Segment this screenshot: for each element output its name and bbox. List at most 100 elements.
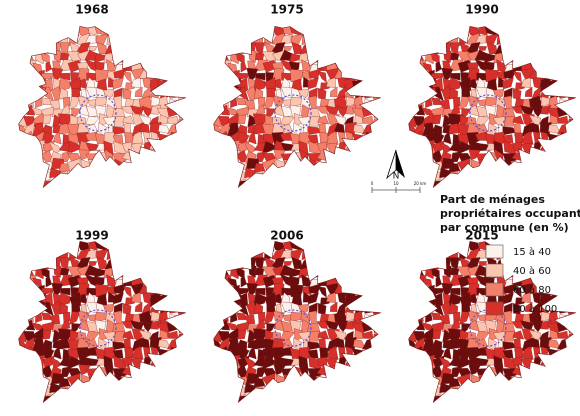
territory-outline — [408, 240, 576, 404]
commune — [307, 26, 320, 30]
commune — [226, 394, 236, 403]
commune — [373, 341, 381, 351]
commune — [45, 276, 52, 288]
commune — [51, 241, 64, 253]
commune — [158, 160, 172, 172]
commune — [26, 400, 33, 403]
commune — [140, 267, 154, 280]
commune — [248, 131, 257, 145]
commune — [121, 26, 132, 37]
commune — [168, 14, 180, 25]
commune — [337, 149, 345, 164]
commune — [502, 349, 514, 359]
commune — [335, 267, 349, 280]
commune — [325, 366, 339, 379]
commune — [226, 170, 241, 180]
commune — [307, 258, 322, 270]
map-panel — [200, 26, 381, 188]
commune — [352, 241, 367, 253]
commune — [355, 382, 366, 397]
commune — [326, 168, 337, 182]
map-panel — [4, 231, 186, 403]
commune — [362, 358, 376, 371]
commune — [213, 179, 214, 188]
commune — [35, 95, 43, 108]
commune — [311, 265, 321, 278]
commune — [70, 383, 82, 395]
commune — [213, 365, 221, 376]
commune — [18, 140, 20, 155]
commune — [511, 321, 523, 329]
commune — [24, 26, 35, 30]
commune — [159, 33, 172, 45]
commune — [121, 266, 135, 278]
commune — [303, 405, 313, 414]
commune — [112, 43, 127, 55]
commune — [18, 179, 19, 188]
commune — [310, 28, 321, 39]
commune — [511, 399, 524, 403]
commune — [372, 96, 381, 106]
commune — [292, 382, 301, 395]
commune — [213, 348, 222, 361]
commune — [343, 260, 358, 268]
commune — [468, 364, 481, 375]
commune — [373, 350, 381, 361]
commune — [336, 86, 347, 99]
commune — [219, 241, 230, 245]
commune — [559, 168, 571, 182]
commune — [213, 247, 219, 260]
commune — [558, 26, 570, 38]
commune — [289, 158, 301, 172]
commune — [22, 71, 36, 81]
scale-label: 10 — [393, 181, 399, 186]
commune — [408, 348, 417, 361]
commune — [103, 391, 116, 403]
commune — [547, 26, 561, 28]
commune — [25, 86, 37, 100]
commune — [112, 349, 124, 359]
commune — [315, 395, 330, 403]
commune — [213, 70, 223, 83]
commune — [123, 241, 135, 243]
commune — [213, 358, 222, 370]
commune — [524, 301, 533, 312]
commune — [70, 168, 82, 180]
commune — [23, 248, 33, 259]
commune — [18, 166, 28, 180]
commune — [346, 247, 358, 262]
commune — [220, 42, 231, 56]
commune — [201, 161, 213, 173]
commune — [166, 283, 178, 297]
commune — [457, 355, 472, 370]
commune — [333, 114, 346, 125]
commune — [540, 180, 553, 188]
commune — [541, 32, 553, 47]
commune — [505, 384, 515, 396]
commune — [244, 99, 256, 110]
commune — [469, 175, 480, 188]
commune — [307, 241, 320, 245]
commune — [174, 282, 186, 296]
commune — [4, 231, 18, 242]
commune — [557, 143, 571, 156]
commune — [307, 43, 322, 55]
commune — [253, 292, 267, 307]
commune — [317, 87, 327, 100]
commune — [160, 382, 171, 397]
commune — [148, 355, 163, 368]
commune — [502, 323, 516, 333]
commune — [179, 268, 186, 275]
commune — [213, 241, 221, 243]
commune — [49, 99, 61, 110]
commune — [484, 175, 499, 188]
commune — [448, 292, 462, 307]
commune — [363, 229, 375, 240]
commune — [200, 51, 213, 62]
commune — [458, 28, 470, 37]
commune — [522, 41, 534, 53]
commune — [148, 50, 159, 61]
commune — [510, 395, 525, 403]
commune — [167, 58, 177, 74]
commune — [373, 105, 381, 118]
